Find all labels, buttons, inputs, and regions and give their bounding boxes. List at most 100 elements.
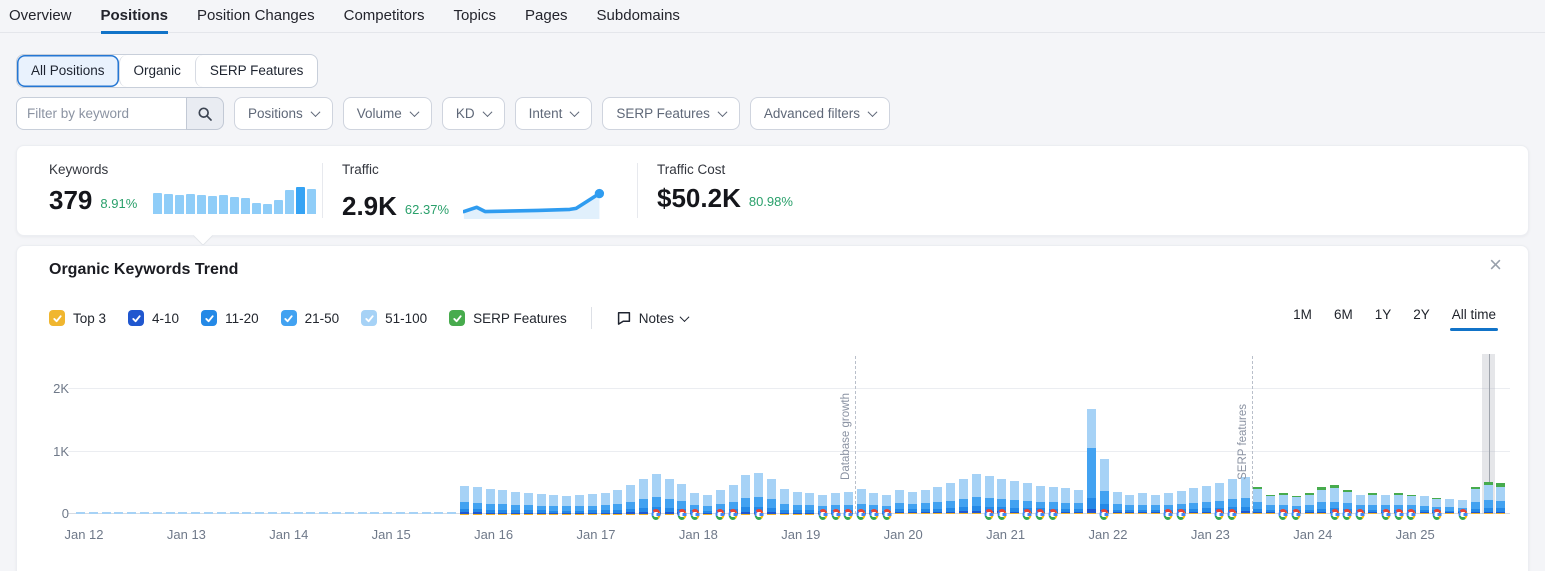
google-update-icon[interactable] xyxy=(1227,509,1237,520)
chart-bar[interactable] xyxy=(498,490,508,514)
chart-bar[interactable] xyxy=(165,512,175,514)
google-update-icon[interactable] xyxy=(831,509,841,520)
chart-bar[interactable] xyxy=(1202,485,1212,514)
google-update-icon[interactable] xyxy=(1406,509,1416,520)
filter-dropdown-volume[interactable]: Volume xyxy=(342,97,432,130)
chart-bar[interactable] xyxy=(1394,492,1404,520)
google-update-icon[interactable] xyxy=(1291,509,1301,520)
chart-bar[interactable] xyxy=(1112,492,1122,514)
chart-bar[interactable] xyxy=(1022,483,1032,520)
google-update-icon[interactable] xyxy=(1048,509,1058,520)
chart-bar[interactable] xyxy=(792,491,802,514)
chart-bar[interactable] xyxy=(1253,486,1263,514)
chart-bar[interactable] xyxy=(447,512,457,514)
nav-item-pages[interactable]: Pages xyxy=(525,6,568,24)
chart-bar[interactable] xyxy=(216,512,226,514)
chart-bar[interactable] xyxy=(971,473,981,514)
google-update-icon[interactable] xyxy=(856,509,866,520)
filter-dropdown-kd[interactable]: KD xyxy=(441,97,505,130)
chart-bar[interactable] xyxy=(907,491,917,514)
chart-bar[interactable] xyxy=(984,476,994,520)
google-update-icon[interactable] xyxy=(1355,509,1365,520)
chart-bar[interactable] xyxy=(1061,488,1071,514)
chart-bar[interactable] xyxy=(754,472,764,520)
chart-bar[interactable] xyxy=(485,489,495,514)
chart-bar[interactable] xyxy=(600,492,610,514)
chart-bar[interactable] xyxy=(319,512,329,514)
legend-checkbox-p4_10[interactable]: 4-10 xyxy=(128,310,179,326)
google-update-icon[interactable] xyxy=(1099,509,1109,520)
chart-bar[interactable] xyxy=(1330,485,1340,520)
chart-bar[interactable] xyxy=(920,489,930,514)
chart-bar[interactable] xyxy=(242,512,252,514)
chart-bar[interactable] xyxy=(1214,483,1224,520)
legend-checkbox-p21_50[interactable]: 21-50 xyxy=(280,310,339,326)
google-update-icon[interactable] xyxy=(1342,509,1352,520)
chart-bar[interactable] xyxy=(152,512,162,514)
tab-serp-features[interactable]: SERP Features xyxy=(194,55,318,87)
chart-bar[interactable] xyxy=(1227,478,1237,520)
google-update-icon[interactable] xyxy=(1035,509,1045,520)
tab-all-positions[interactable]: All Positions xyxy=(17,55,119,87)
close-icon[interactable]: × xyxy=(1489,252,1502,277)
filter-dropdown-positions[interactable]: Positions xyxy=(234,97,333,130)
chart-bar[interactable] xyxy=(1445,498,1455,514)
chart-bar[interactable] xyxy=(869,493,879,520)
google-update-icon[interactable] xyxy=(1330,509,1340,520)
chart-bar[interactable] xyxy=(767,479,777,514)
chart-bar[interactable] xyxy=(1419,496,1429,514)
chart-bar[interactable] xyxy=(1458,500,1468,520)
chart-bar[interactable] xyxy=(344,512,354,514)
google-update-icon[interactable] xyxy=(1394,509,1404,520)
chart-bar[interactable] xyxy=(76,512,85,514)
chart-bar[interactable] xyxy=(741,475,751,514)
chart-bar[interactable] xyxy=(191,512,201,514)
google-update-icon[interactable] xyxy=(728,509,738,520)
chart-bar[interactable] xyxy=(703,495,713,514)
legend-checkbox-top3[interactable]: Top 3 xyxy=(49,310,106,326)
chart-bar[interactable] xyxy=(1496,483,1506,514)
google-update-icon[interactable] xyxy=(843,509,853,520)
chart-bar[interactable] xyxy=(101,512,111,514)
legend-checkbox-p51_100[interactable]: 51-100 xyxy=(361,310,427,326)
chart-bar[interactable] xyxy=(728,485,738,520)
chart-bar[interactable] xyxy=(267,512,277,514)
chart-bar[interactable] xyxy=(306,512,316,514)
chart-bar[interactable] xyxy=(408,512,418,514)
google-update-icon[interactable] xyxy=(1278,509,1288,520)
chart-bar[interactable] xyxy=(587,494,597,514)
chart-bar[interactable] xyxy=(88,512,98,514)
annotation-line-database-growth[interactable]: Database growth xyxy=(840,356,856,514)
chart-bar[interactable] xyxy=(1278,492,1288,520)
chart-bar[interactable] xyxy=(1432,497,1442,520)
chart-bar[interactable] xyxy=(549,495,559,514)
chart-bar[interactable] xyxy=(1406,494,1416,520)
chart-bar[interactable] xyxy=(1483,481,1493,514)
google-update-icon[interactable] xyxy=(1381,509,1391,520)
chart-bar[interactable] xyxy=(1291,495,1301,520)
nav-item-positions[interactable]: Positions xyxy=(100,0,168,34)
chart-bar[interactable] xyxy=(357,512,367,514)
chart-bar[interactable] xyxy=(1074,489,1084,514)
chart-bar[interactable] xyxy=(843,492,853,520)
chart-bar[interactable] xyxy=(1355,494,1365,520)
chart-bar[interactable] xyxy=(203,512,213,514)
chart-bar[interactable] xyxy=(895,489,904,514)
chart-bar[interactable] xyxy=(626,485,636,514)
chart-bar[interactable] xyxy=(127,512,137,514)
google-update-icon[interactable] xyxy=(715,509,725,520)
chart-bar[interactable] xyxy=(575,495,585,514)
chart-bar[interactable] xyxy=(395,512,405,514)
chart-bar[interactable] xyxy=(805,493,815,514)
nav-item-competitors[interactable]: Competitors xyxy=(343,6,425,24)
chart-bar[interactable] xyxy=(1189,488,1199,514)
chart-bar[interactable] xyxy=(562,495,572,514)
chart-bar[interactable] xyxy=(523,493,533,514)
metric-traffic[interactable]: Traffic 2.9K 62.37% xyxy=(342,162,613,220)
chart-bar[interactable] xyxy=(370,512,380,514)
google-update-icon[interactable] xyxy=(1432,509,1442,520)
legend-checkbox-serp[interactable]: SERP Features xyxy=(449,310,567,326)
chart-bar[interactable] xyxy=(1470,486,1480,514)
chart-bar[interactable] xyxy=(664,479,674,514)
google-update-icon[interactable] xyxy=(869,509,879,520)
